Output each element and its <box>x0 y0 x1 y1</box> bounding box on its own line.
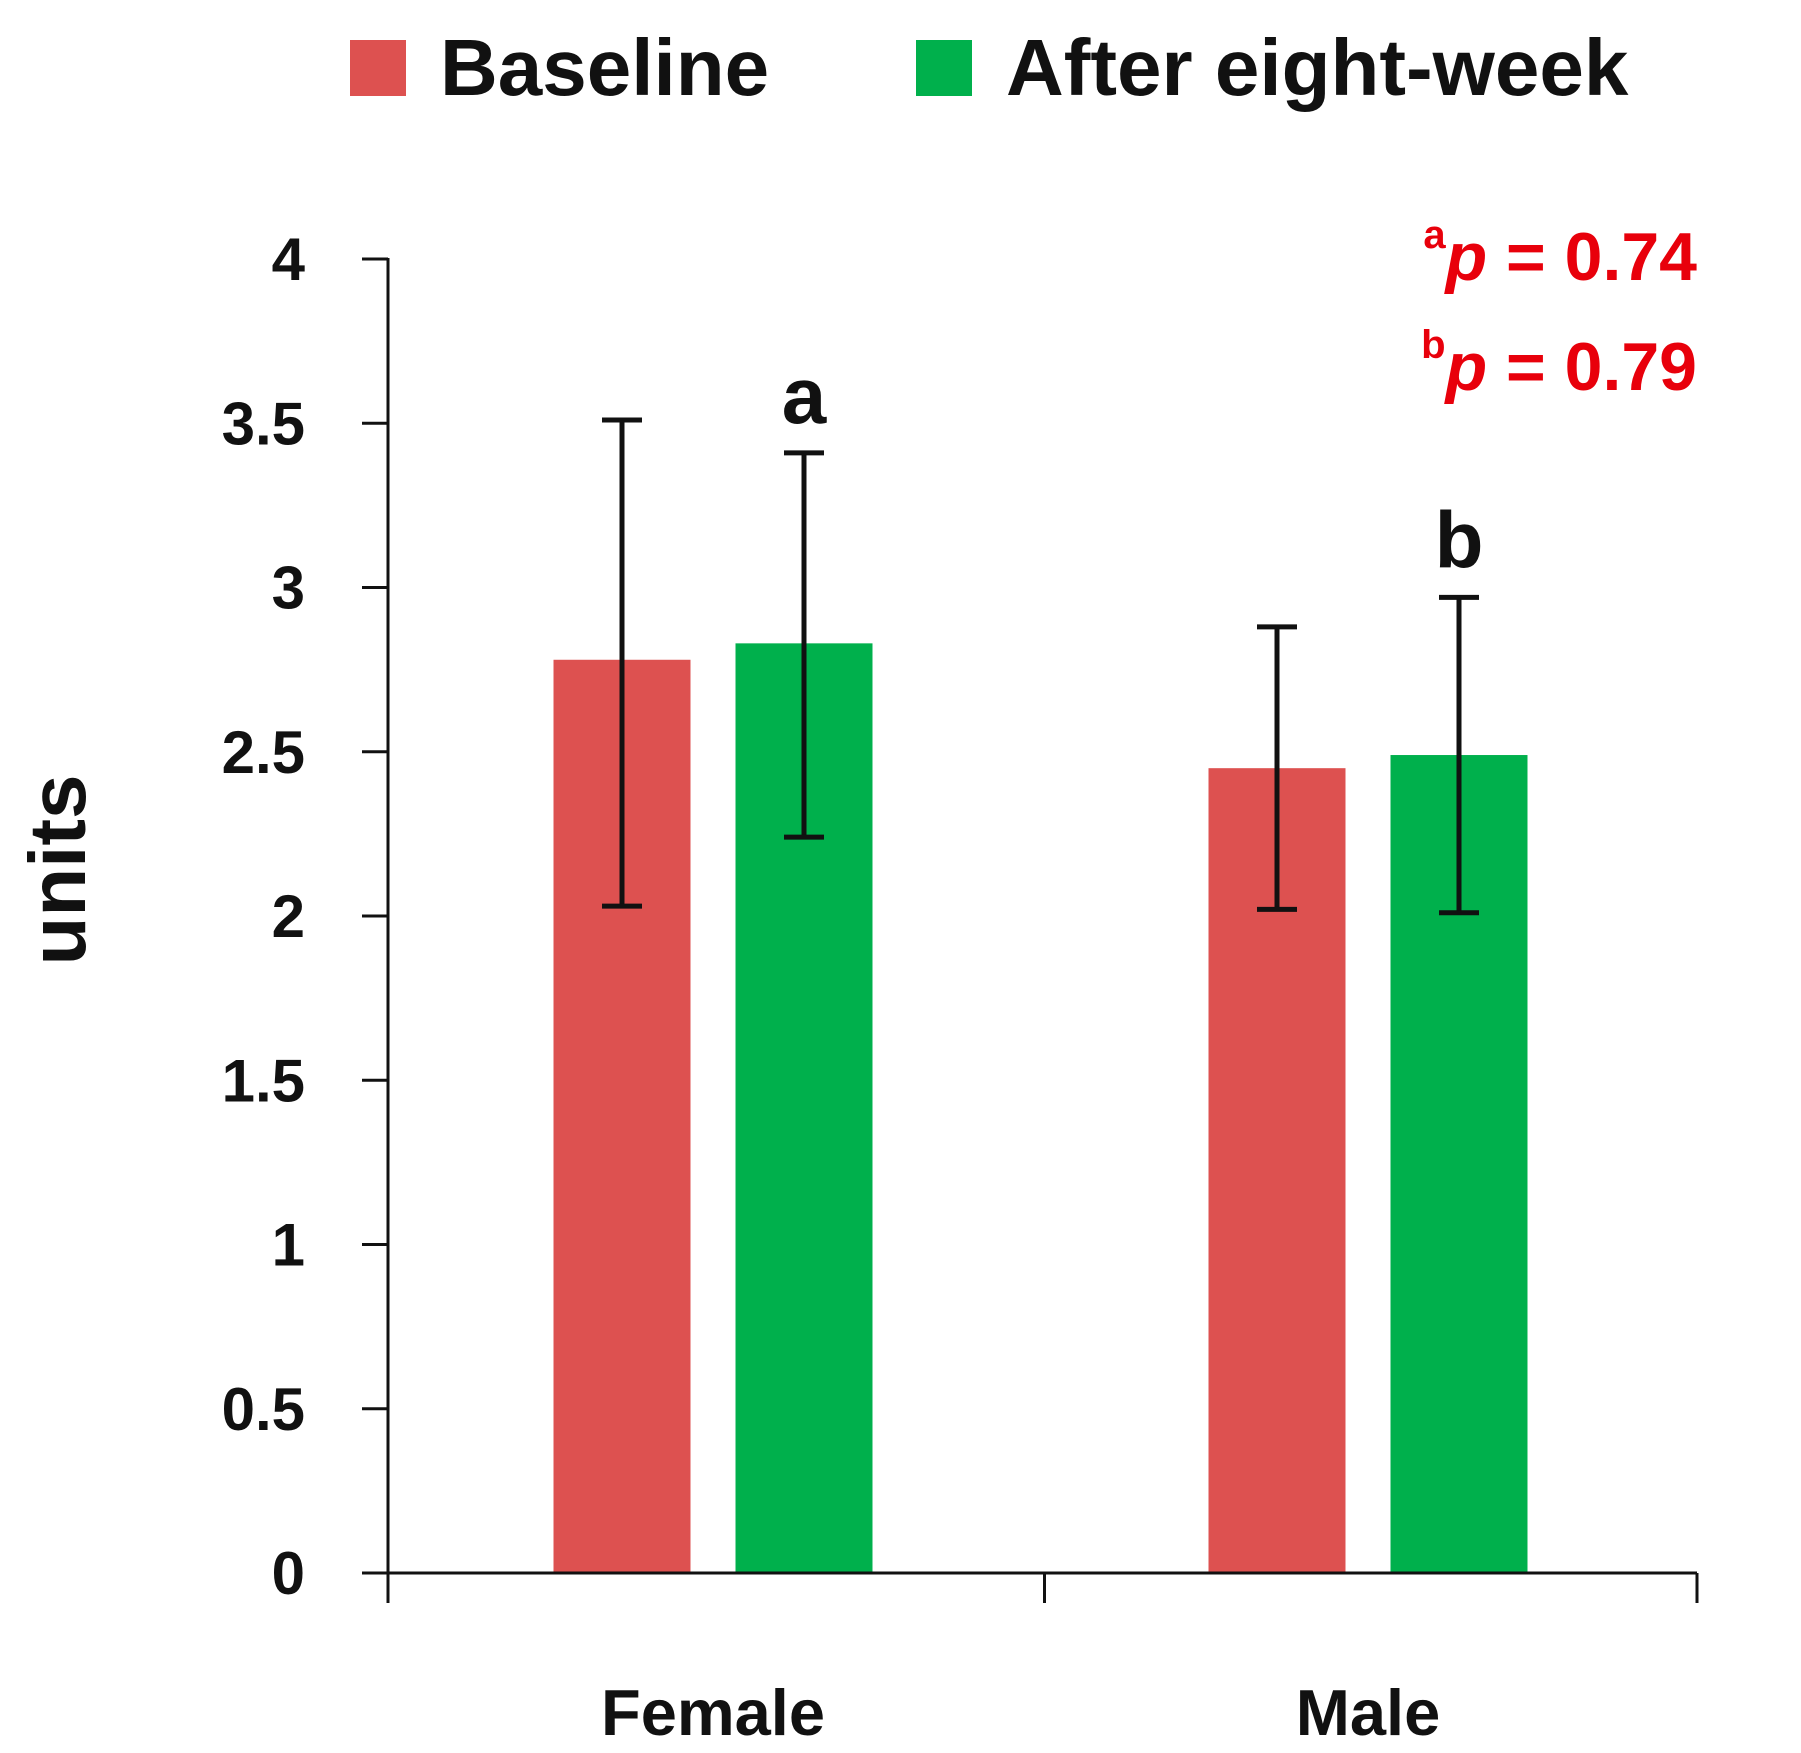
p-value-a: ap = 0.74 <box>1423 213 1697 295</box>
y-tick-label: 3 <box>272 555 305 622</box>
error-bar-male-baseline <box>1257 624 1297 912</box>
chart-legend: Baseline After eight-week <box>350 23 1629 112</box>
y-tick-label: 4 <box>272 226 306 293</box>
axes <box>386 258 1699 1603</box>
x-axis-ticks: Female Male <box>601 1676 1440 1749</box>
y-axis-title: units <box>13 774 102 965</box>
legend-swatch-baseline <box>350 40 406 96</box>
y-tick-label: 0 <box>272 1540 305 1607</box>
legend-swatch-after-eight-week <box>916 40 972 96</box>
x-tick-label-female: Female <box>601 1676 825 1749</box>
x-tick-label-male: Male <box>1296 1676 1441 1749</box>
y-axis-ticks: 0 0.5 1 1.5 2 2.5 3 3.5 4 <box>222 226 388 1607</box>
y-tick-label: 1.5 <box>222 1047 305 1114</box>
error-bar-female-after-eight-week <box>784 450 824 840</box>
error-bar-group <box>602 417 1479 916</box>
y-tick-label: 2.5 <box>222 719 305 786</box>
bar-annotation-b: b <box>1435 495 1484 584</box>
bar-annotation-a: a <box>782 351 827 440</box>
y-tick-label: 0.5 <box>222 1376 305 1443</box>
p-value-annotations: ap = 0.74 bp = 0.79 <box>1421 213 1697 405</box>
y-tick-label: 1 <box>272 1212 305 1279</box>
bar-group <box>553 643 1528 1573</box>
p-value-b: bp = 0.79 <box>1421 323 1697 405</box>
y-tick-label: 2 <box>272 883 305 950</box>
error-bar-female-baseline <box>602 417 642 909</box>
y-tick-label: 3.5 <box>222 390 305 457</box>
bar-annotation-group: ab <box>782 351 1484 585</box>
legend-label-baseline: Baseline <box>440 23 769 112</box>
error-bar-male-after-eight-week <box>1439 594 1479 916</box>
legend-label-after-eight-week: After eight-week <box>1006 23 1629 112</box>
